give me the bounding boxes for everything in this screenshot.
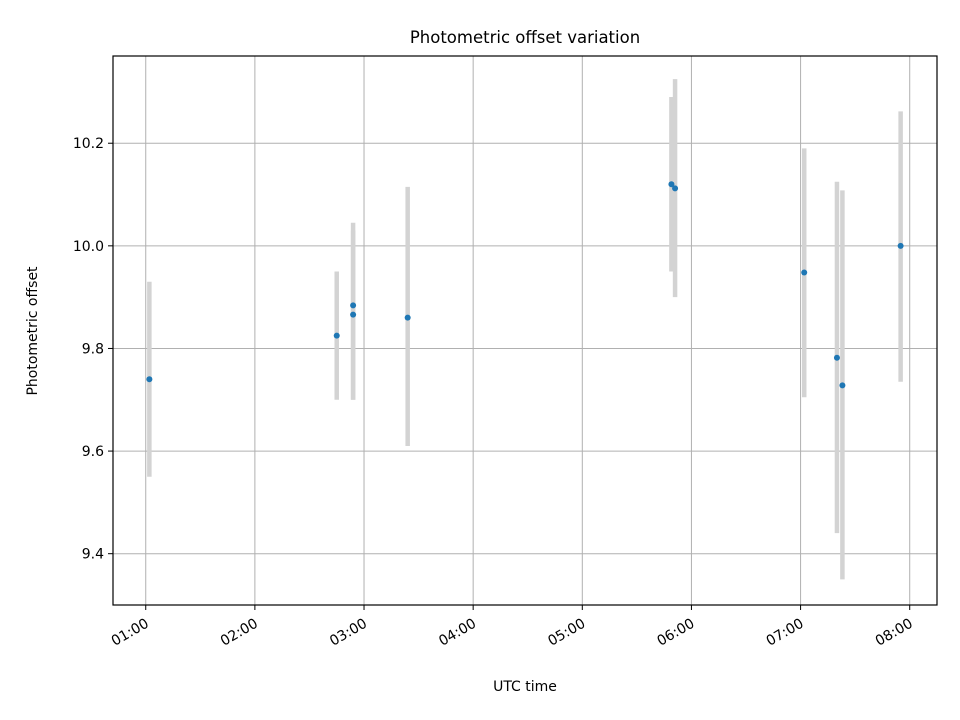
data-point — [668, 181, 675, 188]
plot-frame — [112, 55, 938, 606]
y-tick-label: 10.0 — [73, 239, 104, 255]
grid-lines — [113, 56, 937, 605]
chart-title: Photometric offset variation — [410, 28, 640, 47]
data-point — [350, 311, 357, 318]
data-point — [350, 302, 357, 309]
data-point — [672, 185, 679, 192]
data-point — [404, 314, 411, 321]
data-point — [146, 376, 153, 383]
data-point — [833, 354, 840, 361]
data-point — [801, 269, 808, 276]
x-axis-label: UTC time — [493, 679, 557, 695]
y-axis-ticks: 9.4 9.6 9.8 10.0 10.2 — [73, 136, 113, 563]
y-tick-label: 9.4 — [82, 547, 104, 563]
y-axis-label: Photometric offset — [25, 266, 41, 396]
data-point — [333, 332, 340, 339]
y-tick-label: 9.8 — [82, 341, 104, 357]
data-point — [839, 382, 846, 389]
data-point — [897, 242, 904, 249]
y-tick-label: 10.2 — [73, 136, 104, 152]
y-tick-label: 9.6 — [82, 444, 104, 460]
data-points — [146, 181, 904, 389]
